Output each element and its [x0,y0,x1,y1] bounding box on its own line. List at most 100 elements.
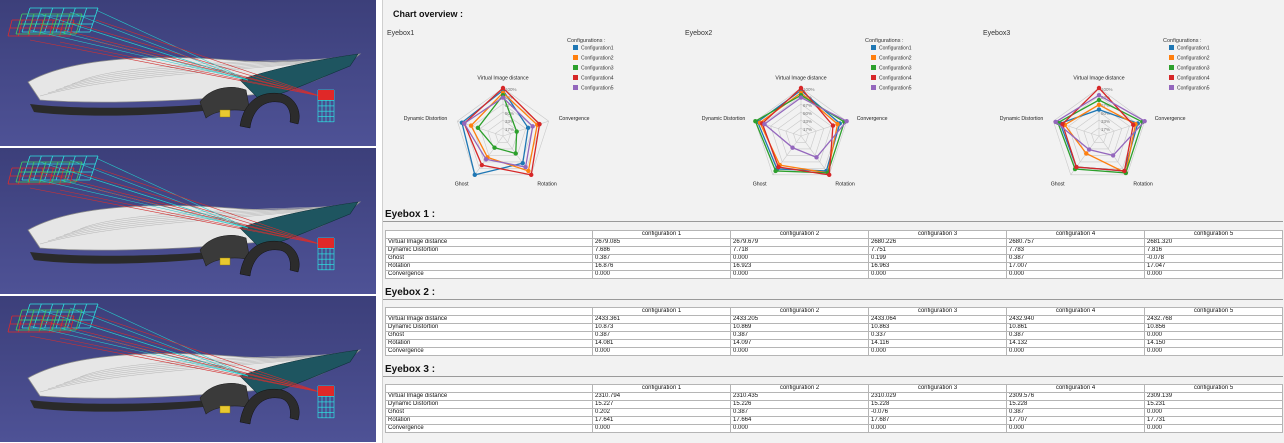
light-ray [95,157,249,229]
grid-ring [1052,87,1146,176]
data-point-configuration3 [1096,97,1102,103]
data-point-configuration5 [798,95,804,100]
data-point-configuration3 [514,129,519,134]
corner-cell [385,384,593,393]
ring-label: 83% [1101,95,1110,100]
data-point-configuration1 [520,160,525,166]
row-label: Convergence [385,270,593,279]
legend-swatch [1169,75,1174,80]
virtual-image-grid [7,19,75,37]
light-ray [69,11,249,81]
series-line-configuration4 [463,87,541,176]
legend-swatch [573,85,578,90]
row-label: Virtual Image distance [385,315,593,324]
grid-ring [793,127,809,143]
legend-swatch [871,65,876,70]
light-ray [69,307,249,377]
table-row: Convergence 0.000 0.000 0.000 0.000 0.000 [385,424,1283,433]
axis-label-virtual-image-distance: Virtual Image distance [775,75,826,81]
legend-swatch [1169,85,1174,90]
data-point-configuration4 [529,172,534,178]
legend-swatch [573,45,578,50]
table-row: Rotation 17.641 17.664 17.687 17.707 17.731 [385,416,1283,425]
value-cell: 0.387 [592,331,731,340]
light-ray [29,29,249,81]
dashboard-panel [239,349,359,397]
table-row: Rotation 14.081 14.097 14.116 14.132 14.150 [385,339,1283,348]
light-ray [59,327,249,377]
value-cell: 2309.576 [1006,392,1145,401]
table-row: Virtual Image distance 2310.794 2310.435 23… [385,392,1283,401]
legend-item-configuration5: Configuration5 [879,86,912,92]
virtual-image-grid [7,315,75,333]
table-row: Dynamic Distortion 15.227 15.226 15.228 15.2… [385,400,1283,409]
column-header: configuration 4 [1006,384,1145,393]
data-point-configuration3 [475,125,481,131]
value-cell: 0.000 [1006,347,1145,356]
ring-label: 50% [1101,111,1110,116]
light-ray [29,325,249,377]
value-cell: 10.863 [868,323,1007,332]
image-source [219,257,231,266]
data-point-configuration4 [479,162,485,168]
row-label: Virtual Image distance [385,238,593,247]
data-point-configuration4 [1096,85,1102,91]
value-cell: 7.686 [592,246,731,255]
data-point-configuration3 [513,151,518,156]
value-cell: 15.226 [730,400,869,409]
light-ray [29,177,249,229]
value-cell: 2681.320 [1144,238,1283,247]
value-cell: 16.923 [730,262,869,271]
value-cell: 0.000 [1144,424,1283,433]
data-point-configuration4 [1122,168,1127,174]
row-label: Rotation [385,339,593,348]
axis-label-rotation: Rotation [835,181,854,187]
ring-label: 83% [505,95,514,100]
value-cell: 15.228 [868,400,1007,409]
surface-contour [71,205,351,233]
table-header-row: configuration 1 configuration 2 configurat… [385,384,1283,393]
ring-label: 17% [505,127,514,132]
hud-mirror-arc [239,388,300,425]
image-source [219,405,231,414]
light-ray [89,335,321,393]
data-point-configuration4 [776,164,781,170]
value-cell: 17.687 [868,416,1007,425]
data-point-configuration4 [537,121,542,127]
data-point-configuration5 [844,118,849,124]
light-ray [95,9,249,81]
body-edge [30,252,212,264]
value-cell: 14.116 [868,339,1007,348]
chart-title: Eyebox1 [387,30,414,37]
column-header: configuration 3 [868,307,1007,316]
row-label: Ghost [385,254,593,263]
light-ray [59,189,321,245]
viewport-eyebox2[interactable] [0,148,376,294]
eyebox-grid [317,237,335,271]
axis-label-ghost: Ghost [1051,181,1065,187]
viewport-eyebox1[interactable] [0,0,376,146]
data-point-configuration5 [1086,147,1092,152]
grid-ring [1068,103,1130,163]
legend-item-configuration4: Configuration4 [1177,76,1210,82]
viewport-eyebox3[interactable] [0,296,376,442]
light-ray [89,177,249,229]
value-cell: 2679.679 [730,238,869,247]
value-cell: 0.000 [730,424,869,433]
legend-item-configuration1: Configuration1 [879,46,912,52]
axis-label-virtual-image-distance: Virtual Image distance [477,75,528,81]
legend-swatch [1169,55,1174,60]
value-cell: 17.007 [1006,262,1145,271]
light-ray [95,305,249,377]
data-point-configuration3 [773,168,778,174]
light-ray [29,187,321,245]
column-header: configuration 2 [730,384,869,393]
series-line-configuration5 [763,96,848,159]
data-point-configuration1 [472,172,477,178]
value-cell: 0.000 [730,270,869,279]
light-ray [89,39,321,97]
grid-ring [777,111,825,156]
row-label: Ghost [385,408,593,417]
eyebox-grid [317,385,335,419]
